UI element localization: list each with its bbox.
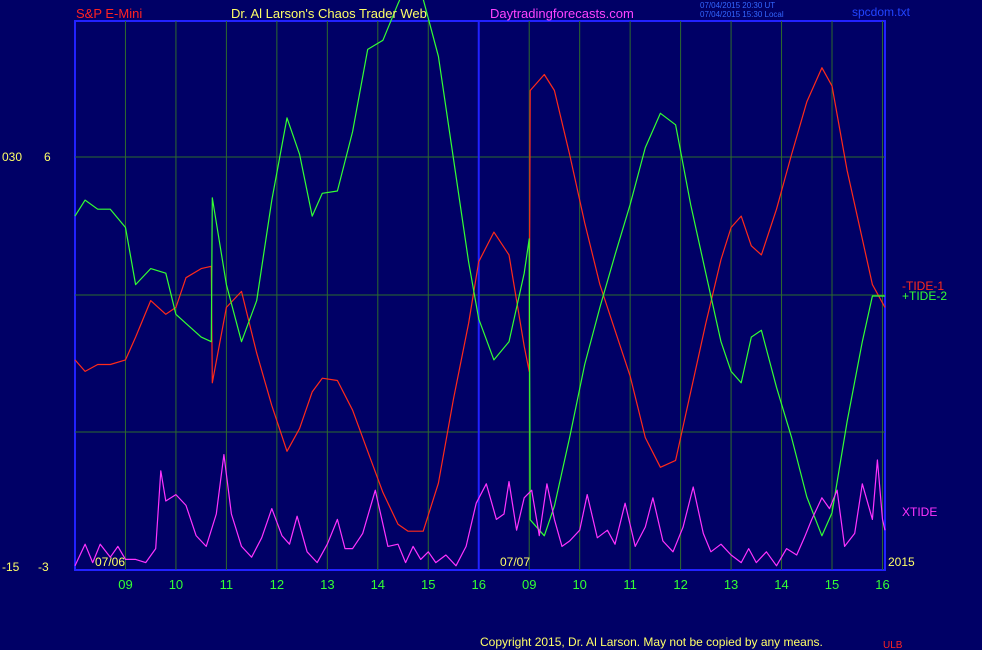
series-layer xyxy=(74,0,886,567)
x-tick-label: 12 xyxy=(270,577,284,592)
grid xyxy=(75,21,885,570)
x-tick-label: 15 xyxy=(421,577,435,592)
date-label-day2: 07/07 xyxy=(500,555,530,569)
header-site[interactable]: Daytradingforecasts.com xyxy=(490,6,634,21)
header-time-ut: 07/04/2015 20:30 UT xyxy=(700,1,775,10)
x-tick-label: 10 xyxy=(169,577,183,592)
x-tick-label: 12 xyxy=(673,577,687,592)
series-tide2-line xyxy=(74,0,885,537)
series-tide1-line xyxy=(74,67,886,532)
x-tick-label: 09 xyxy=(118,577,132,592)
header-symbol: S&P E-Mini xyxy=(76,6,142,21)
footer-tag: ULB xyxy=(883,640,903,650)
x-tick-label: 16 xyxy=(875,577,889,592)
x-tick-label: 14 xyxy=(371,577,385,592)
date-label-day1: 07/06 xyxy=(95,555,125,569)
y-label-bottom-b: -3 xyxy=(38,560,49,574)
legend-xtide: XTIDE xyxy=(902,505,937,519)
header-author: Dr. Al Larson's Chaos Trader Web xyxy=(231,6,427,21)
legend-tide2: +TIDE-2 xyxy=(902,289,947,303)
series-xtide-line xyxy=(74,454,886,567)
x-tick-label: 15 xyxy=(825,577,839,592)
y-label-top-b: 6 xyxy=(44,150,51,164)
year-label: 2015 xyxy=(888,555,915,569)
y-label-top-a: 030 xyxy=(2,150,22,164)
footer-copyright: Copyright 2015, Dr. Al Larson. May not b… xyxy=(480,635,823,649)
x-tick-label: 11 xyxy=(623,577,637,592)
x-tick-label: 09 xyxy=(522,577,536,592)
x-tick-label: 13 xyxy=(320,577,334,592)
x-tick-labels: 09 10 11 12 13 14 15 16 09 10 11 12 13 14 15 16 xyxy=(118,577,889,592)
y-label-bottom-a: -15 xyxy=(2,560,20,574)
x-tick-label: 16 xyxy=(472,577,486,592)
x-tick-label: 13 xyxy=(724,577,738,592)
x-tick-label: 10 xyxy=(572,577,586,592)
x-tick-label: 14 xyxy=(774,577,788,592)
legend-tide1: -TIDE-1 xyxy=(902,279,944,293)
header-filename: spcdom.txt xyxy=(852,5,911,19)
x-tick-label: 11 xyxy=(220,577,234,592)
header-time-local: 07/04/2015 15:30 Local xyxy=(700,10,784,19)
